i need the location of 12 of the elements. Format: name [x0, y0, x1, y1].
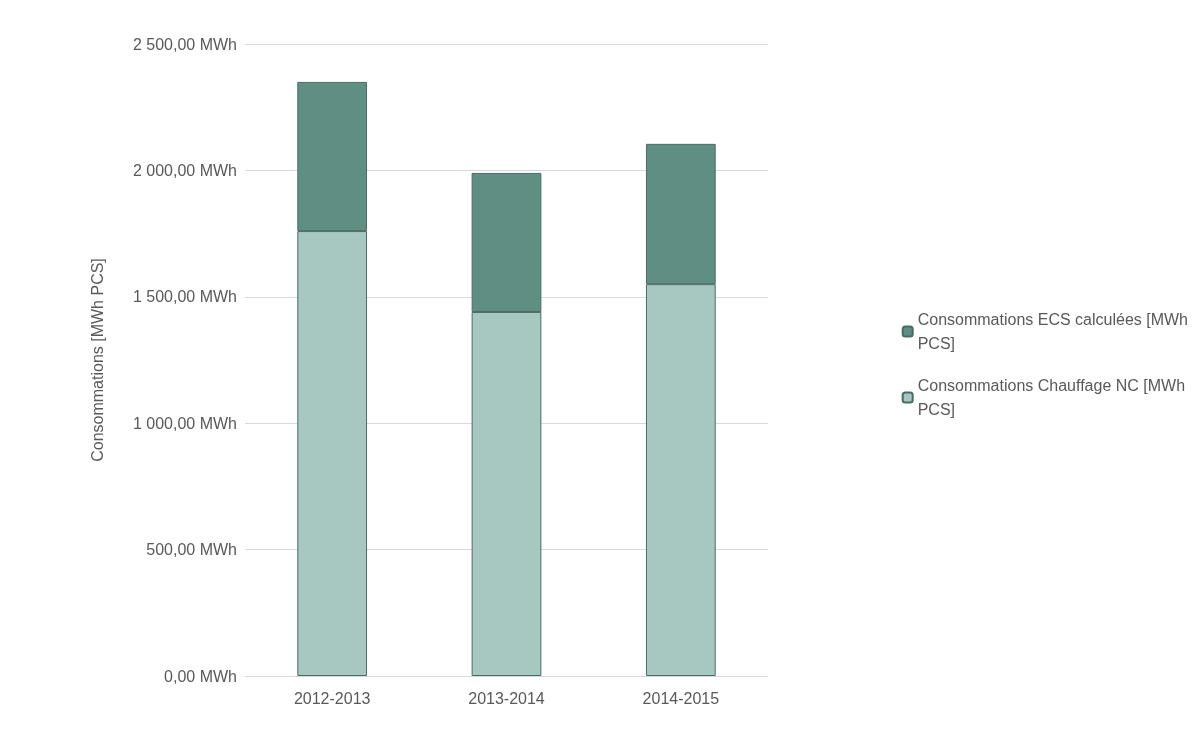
x-tick-label: 2014-2015	[642, 689, 720, 707]
y-tick-label: 2 000,00 MWh	[132, 161, 237, 179]
x-tick-label: 2012-2013	[293, 689, 371, 707]
legend-label: Consommations Chauffage NC [MWh PCS]	[917, 377, 1186, 418]
y-axis-title: Consommations [MWh PCS]	[88, 258, 106, 462]
y-tick-label: 1 000,00 MWh	[132, 414, 237, 432]
y-tick-label: 0,00 MWh	[164, 667, 237, 685]
x-tick-label: 2013-2014	[468, 689, 545, 707]
y-tick-label: 1 500,00 MWh	[132, 288, 237, 306]
y-tick-label: 2 500,00 MWh	[132, 35, 237, 53]
legend-label: Consommations ECS calculées [MWh PCS]	[917, 311, 1188, 352]
y-tick-label: 500,00 MWh	[146, 541, 237, 559]
